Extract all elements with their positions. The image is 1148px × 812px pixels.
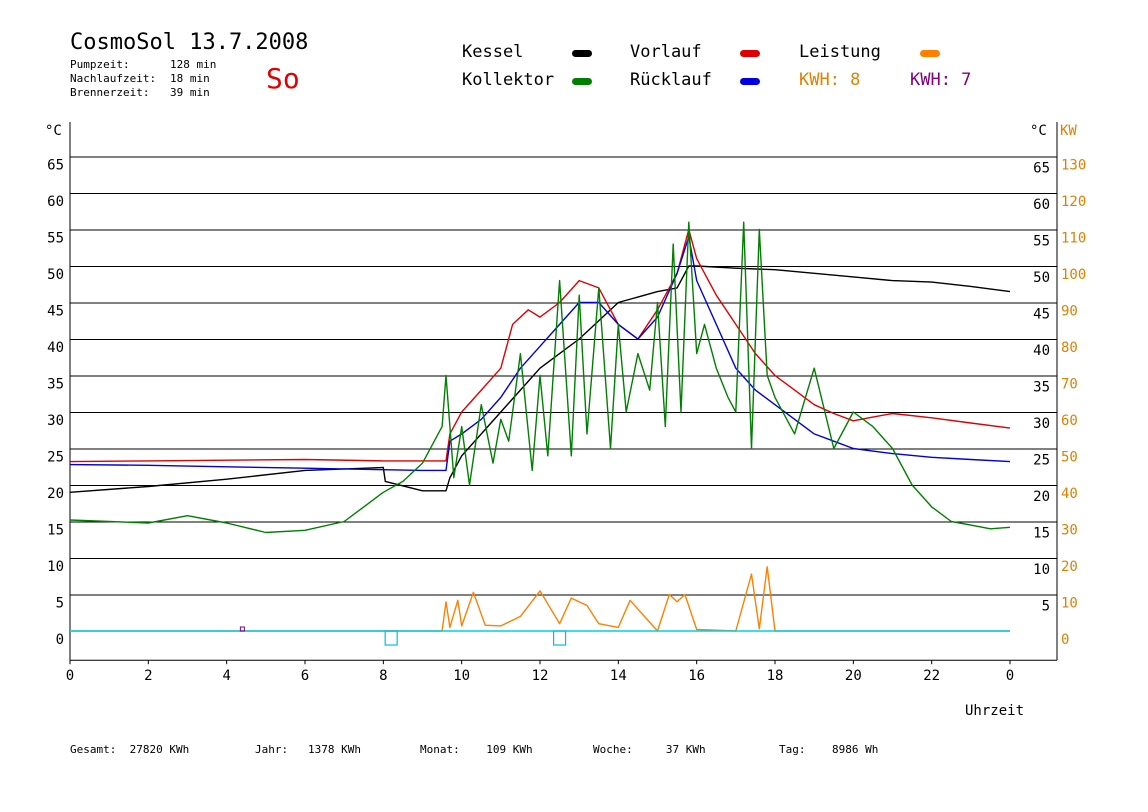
stat-label: Brennerzeit:: [70, 86, 150, 99]
y-tick-left: 35: [47, 377, 64, 393]
y-tick-right: 30: [1033, 416, 1050, 432]
y-tick-right: 50: [1033, 270, 1050, 286]
series-rcklauf: [69, 236, 1011, 472]
x-tick-label: 0: [66, 668, 74, 684]
y-tick-right: 65: [1033, 161, 1050, 177]
y-tick-kw: 90: [1061, 304, 1078, 320]
x-tick-label: 10: [453, 668, 470, 684]
page-title: CosmoSol 13.7.2008: [70, 30, 309, 55]
y-tick-kw: 0: [1061, 632, 1069, 648]
marker-box: [384, 630, 398, 646]
y-tick-kw: 120: [1061, 194, 1086, 210]
legend-kessel-swatch: [572, 50, 592, 57]
chart-axes: [69, 122, 1058, 661]
y-tick-right: 15: [1033, 526, 1050, 542]
y-tick-left: 10: [47, 559, 64, 575]
legend-leistung-swatch: [920, 50, 940, 57]
x-tick-label: 6: [301, 668, 309, 684]
y-tick-left: 45: [47, 304, 64, 320]
footer-woche: Woche: 37 KWh: [593, 743, 706, 756]
x-tick-label: 4: [222, 668, 230, 684]
stat-brennerzeit: Brennerzeit: 39 min: [70, 86, 210, 99]
y-axis-unit-right: °C: [1030, 123, 1047, 139]
legend-ruecklauf-swatch: [740, 78, 760, 85]
chart-ticks: °C °C KW0510152025303540455055606551015202…: [45, 123, 1086, 719]
y-tick-left: 55: [47, 231, 64, 247]
chart-markers: [70, 626, 1010, 646]
legend-kwh-2: KWH: 7: [910, 70, 972, 90]
y-tick-right: 10: [1033, 562, 1050, 578]
y-tick-left: 40: [47, 340, 64, 356]
y-tick-right: 45: [1033, 307, 1050, 323]
y-tick-left: 60: [47, 194, 64, 210]
y-tick-left: 15: [47, 523, 64, 539]
y-tick-kw: 100: [1061, 267, 1086, 283]
y-tick-left: 5: [56, 596, 64, 612]
marker-box: [552, 630, 567, 646]
y-tick-left: 30: [47, 413, 64, 429]
y-tick-kw: 20: [1061, 559, 1078, 575]
y-axis-unit-kw: KW: [1060, 123, 1077, 139]
y-tick-kw: 60: [1061, 413, 1078, 429]
x-tick-label: 22: [923, 668, 940, 684]
y-tick-right: 5: [1042, 599, 1050, 615]
x-tick-label: 16: [688, 668, 705, 684]
y-tick-right: 35: [1033, 380, 1050, 396]
y-axis-unit-left: °C: [45, 123, 62, 139]
y-tick-kw: 30: [1061, 523, 1078, 539]
y-tick-left: 50: [47, 267, 64, 283]
x-tick-label: 8: [379, 668, 387, 684]
y-tick-right: 40: [1033, 343, 1050, 359]
y-tick-right: 60: [1033, 197, 1050, 213]
y-tick-kw: 40: [1061, 486, 1078, 502]
x-tick-label: 2: [144, 668, 152, 684]
y-tick-kw: 10: [1061, 596, 1078, 612]
legend-kwh-1: KWH: 8: [799, 70, 861, 90]
y-tick-left: 65: [47, 158, 64, 174]
footer-monat: Monat: 109 KWh: [420, 743, 533, 756]
series-kollektor: [69, 221, 1011, 534]
x-tick-label: 18: [767, 668, 784, 684]
legend-kessel-label: Kessel: [462, 42, 524, 62]
chart-series: [69, 221, 1011, 632]
x-tick-label: 20: [845, 668, 862, 684]
x-tick-label: 0: [1006, 668, 1014, 684]
marker-small: [239, 626, 245, 632]
y-tick-right: 55: [1033, 234, 1050, 250]
legend-kollektor-swatch: [572, 78, 592, 85]
stat-label: Pumpzeit:: [70, 58, 130, 71]
stat-value: 39 min: [170, 86, 210, 99]
chart-grid: [70, 156, 1057, 596]
y-tick-right: 25: [1033, 453, 1050, 469]
stat-label: Nachlaufzeit:: [70, 72, 157, 85]
stat-value: 18 min: [170, 72, 210, 85]
stat-value: 128 min: [170, 58, 217, 71]
y-tick-kw: 70: [1061, 377, 1078, 393]
day-label: So: [266, 62, 300, 95]
legend-kollektor-label: Kollektor: [462, 70, 555, 90]
x-axis-label: Uhrzeit: [965, 703, 1024, 719]
y-tick-left: 20: [47, 486, 64, 502]
stat-nachlaufzeit: Nachlaufzeit: 18 min: [70, 72, 210, 85]
y-tick-kw: 130: [1061, 158, 1086, 174]
footer-gesamt: Gesamt: 27820 KWh: [70, 743, 190, 756]
legend-vorlauf-label: Vorlauf: [630, 42, 702, 62]
legend-leistung-label: Leistung: [799, 42, 881, 62]
series-kessel: [69, 265, 1011, 493]
legend-ruecklauf-label: Rücklauf: [630, 70, 712, 90]
x-tick-label: 14: [610, 668, 627, 684]
y-tick-left: 25: [47, 450, 64, 466]
y-tick-kw: 110: [1061, 231, 1086, 247]
legend-vorlauf-swatch: [740, 50, 760, 57]
y-tick-kw: 50: [1061, 450, 1078, 466]
y-tick-kw: 80: [1061, 340, 1078, 356]
series-leistung: [70, 566, 1010, 632]
footer-tag: Tag: 8986 Wh: [779, 743, 879, 756]
y-tick-left: 0: [56, 632, 64, 648]
stat-pumpzeit: Pumpzeit: 128 min: [70, 58, 216, 71]
footer-jahr: Jahr: 1378 KWh: [255, 743, 361, 756]
y-tick-right: 20: [1033, 489, 1050, 505]
x-tick-label: 12: [532, 668, 549, 684]
